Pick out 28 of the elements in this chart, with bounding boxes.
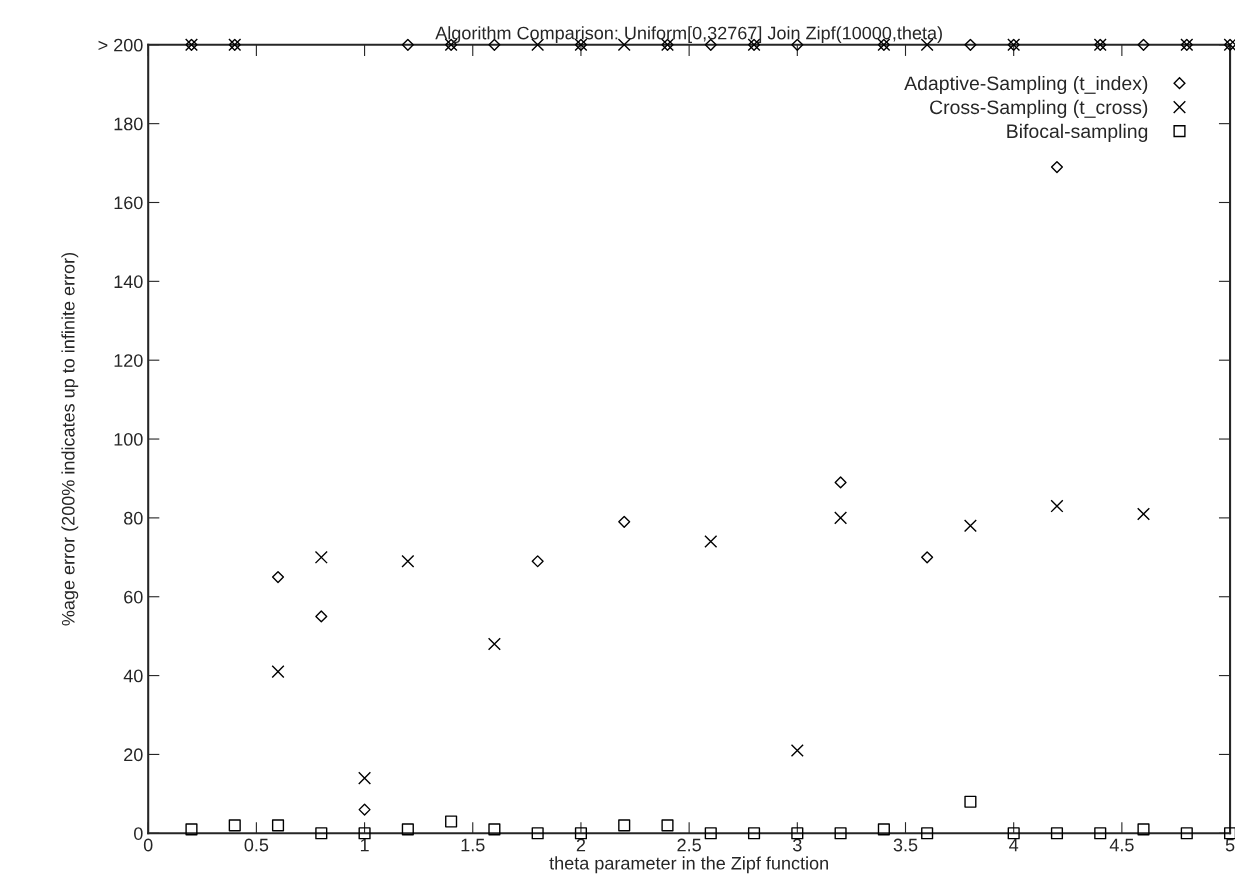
x-tick-label: 3 xyxy=(792,838,802,852)
y-tick-label: 120 xyxy=(114,354,143,367)
x-tick-label: 4 xyxy=(1009,838,1019,852)
x-tick-label: 3.5 xyxy=(893,838,918,852)
y-tick-label: 160 xyxy=(114,196,143,210)
x-tick-label: 2.5 xyxy=(677,838,701,852)
x-tick-label: 5 xyxy=(1225,838,1235,852)
x-tick-label: 1.5 xyxy=(461,838,485,852)
y-tick-label: 60 xyxy=(124,590,143,604)
chart-title: Algorithm Comparison: Uniform[0,32767] Join Zipf(10000,theta) xyxy=(435,26,942,43)
y-tick-label: 100 xyxy=(114,432,143,446)
y-tick-label: 140 xyxy=(114,275,143,289)
y-tick-label: 0 xyxy=(134,827,143,840)
x-tick-label: 4.5 xyxy=(1109,838,1134,852)
x-tick-label: 0 xyxy=(143,838,153,852)
y-tick-label: 180 xyxy=(114,117,143,131)
x-tick-label: 0.5 xyxy=(244,838,269,852)
legend-label: Cross-Sampling (t_cross) xyxy=(930,99,1148,118)
y-tick-label: > 200 xyxy=(98,38,143,52)
x-tick-label: 1 xyxy=(360,838,369,852)
y-axis-title: %age error (200% indicates up to infinite error) xyxy=(61,252,79,626)
x-tick-label: 2 xyxy=(576,838,586,852)
legend-label: Adaptive-Sampling (t_index) xyxy=(904,75,1148,95)
y-tick-label: 80 xyxy=(124,511,143,525)
y-tick-label: 40 xyxy=(123,669,143,683)
x-axis-title: theta parameter in the Zipf function xyxy=(549,856,828,874)
y-tick-label: 20 xyxy=(124,748,143,762)
legend-label: Bifocal-sampling xyxy=(1007,123,1148,142)
